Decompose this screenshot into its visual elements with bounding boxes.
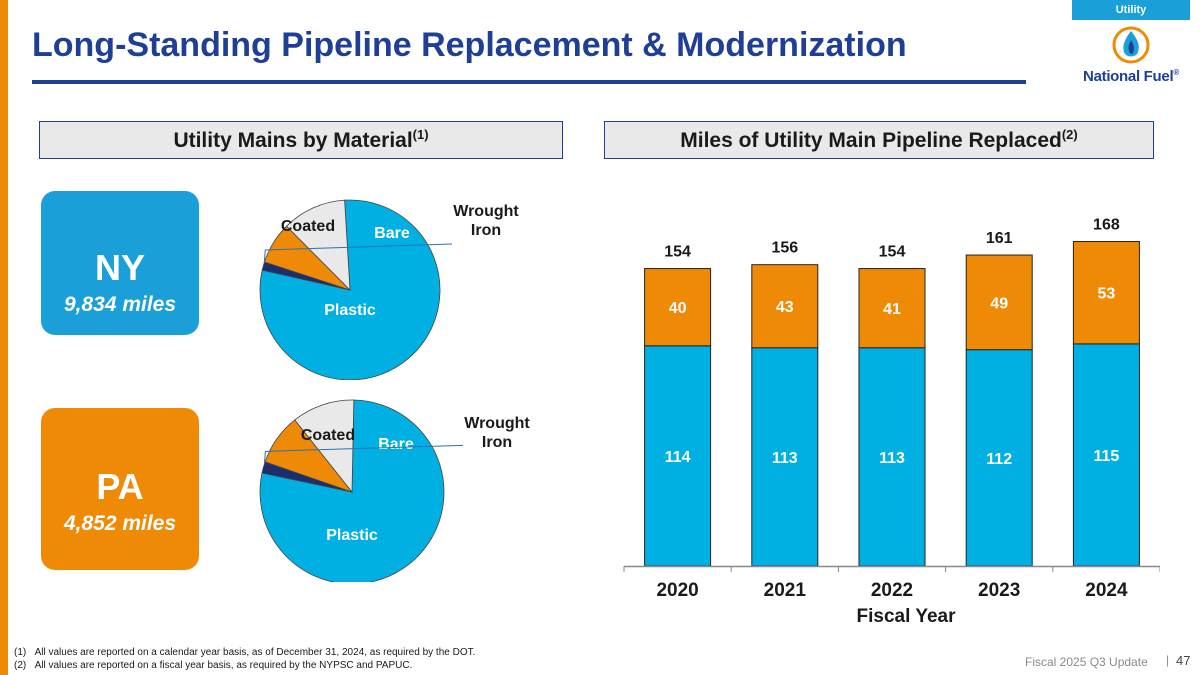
left-accent-bar: [0, 0, 8, 675]
wrought-iron-annotation-line: Wrought: [464, 415, 530, 432]
ny-abbr: NY: [94, 247, 145, 288]
miles-replaced-title: Miles of Utility Main Pipeline Replaced: [680, 129, 1062, 152]
bar-value-label: 40: [669, 300, 687, 317]
bar-value-label: 113: [879, 450, 905, 467]
x-tick-label: 2024: [1085, 580, 1128, 601]
bar-2024-lower: [1072, 343, 1140, 567]
flame-logo-icon: [1112, 26, 1150, 64]
footnote-1: (1) All values are reported on a calenda…: [14, 646, 475, 659]
section-tag: Utility: [1072, 0, 1190, 20]
pie-label-plastic: Plastic: [326, 527, 378, 544]
bar-value-label: 49: [990, 295, 1008, 312]
logo-name: National Fuel®: [1072, 68, 1190, 85]
footnote-2: (2) All values are reported on a fiscal …: [14, 659, 475, 672]
bar-total-label: 154: [879, 244, 906, 261]
ny-miles: 9,834 miles: [63, 293, 177, 316]
bar-total-label: 168: [1093, 217, 1120, 234]
bar-total-label: 154: [664, 244, 691, 261]
bar-2021-lower: [751, 347, 819, 567]
footnote-1-text: All values are reported on a calendar ye…: [34, 647, 476, 658]
miles-replaced-header: Miles of Utility Main Pipeline Replaced(…: [604, 121, 1154, 159]
mains-by-material-title: Utility Mains by Material: [173, 129, 413, 152]
pa-abbr: PA: [96, 466, 144, 507]
pa-miles: 4,852 miles: [63, 512, 177, 535]
x-tick-label: 2022: [871, 580, 913, 601]
x-tick-label: 2023: [978, 580, 1020, 601]
bar-2021-upper: [751, 264, 819, 349]
pie-label-bare: Bare: [378, 436, 414, 453]
bar-value-label: 53: [1098, 286, 1116, 303]
wrought-iron-annotation-line: Iron: [482, 434, 512, 451]
bar-value-label: 113: [772, 450, 798, 467]
page-title: Long-Standing Pipeline Replacement & Mod…: [32, 26, 907, 64]
x-tick-label: 2020: [656, 580, 698, 601]
bar-value-label: 112: [986, 451, 1012, 468]
bar-value-label: 115: [1093, 448, 1119, 465]
pa-material-pie: Plastic Coated Bare Wrought Iron: [259, 399, 530, 582]
footer-separator: |: [1166, 653, 1170, 667]
bar-2022-lower: [858, 347, 926, 567]
bar-2020-upper: [644, 268, 712, 347]
footnote-2-text: All values are reported on a fiscal year…: [34, 660, 413, 671]
wrought-iron-annotation-line: Iron: [471, 222, 501, 239]
wrought-iron-leader-line: [263, 243, 453, 264]
wrought-iron-annotation-line: Wrought: [453, 203, 519, 220]
x-axis-title: Fiscal Year: [857, 606, 957, 627]
bar-total-label: 161: [986, 230, 1013, 247]
pipeline-replaced-bar-chart: 114 40 154 2020 113 43 156 2021 113 41 154 2022 112 4…: [623, 217, 1160, 627]
bar-value-label: 114: [665, 449, 691, 466]
ny-state-box: NY 9,834 miles: [41, 191, 199, 335]
ny-material-pie: Plastic Coated Bare Wrought Iron: [259, 199, 519, 380]
pie-label-bare: Bare: [374, 225, 410, 242]
bar-total-label: 156: [771, 240, 798, 257]
pa-state-box: PA 4,852 miles: [41, 408, 199, 570]
footnote-2-num: (2): [14, 660, 27, 671]
page-number: 47: [1176, 653, 1191, 668]
pie-label-coated: Coated: [301, 427, 355, 444]
footnote-1-num: (1): [14, 647, 27, 658]
wrought-iron-leader-line: [263, 444, 464, 465]
footnotes: (1) All values are reported on a calenda…: [14, 646, 475, 672]
x-tick-label: 2021: [764, 580, 807, 601]
pie-slice-coated: [294, 399, 355, 494]
bar-2022-upper: [858, 268, 926, 349]
bar-value-label: 41: [883, 301, 901, 318]
company-logo: National Fuel®: [1072, 26, 1190, 94]
bar-2023-lower: [965, 349, 1033, 567]
miles-footnote-ref: (2): [1061, 127, 1078, 142]
mains-footnote-ref: (1): [412, 127, 429, 142]
mains-by-material-header: Utility Mains by Material(1): [39, 121, 563, 159]
logo-text: National Fuel: [1083, 68, 1174, 85]
footer-label: Fiscal 2025 Q3 Update: [1025, 655, 1148, 669]
pie-slice-coated: [285, 199, 351, 292]
pie-label-coated: Coated: [281, 218, 335, 235]
pie-label-plastic: Plastic: [324, 302, 376, 319]
title-underline: [32, 80, 1026, 84]
bar-2023-upper: [965, 254, 1033, 351]
bar-value-label: 43: [776, 299, 794, 316]
logo-mark: ®: [1173, 68, 1179, 77]
bar-2024-upper: [1072, 241, 1140, 345]
